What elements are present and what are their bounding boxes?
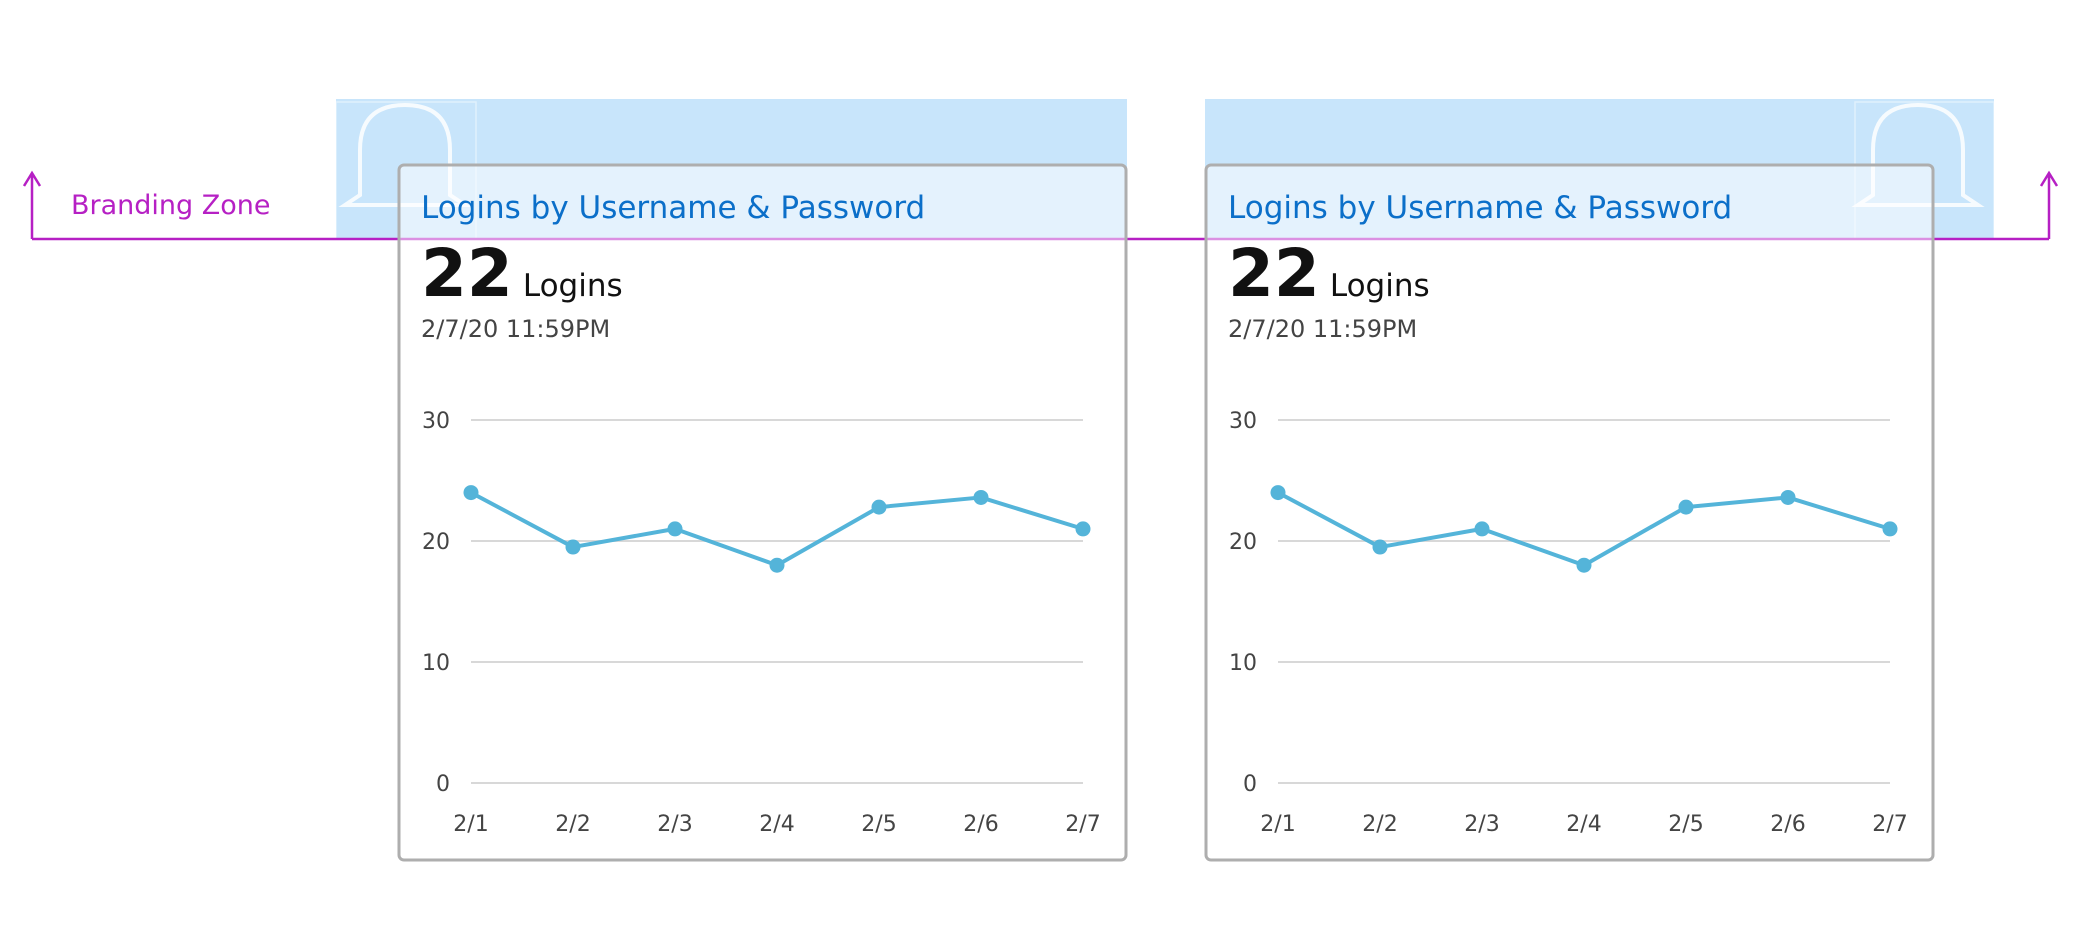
y-tick-label: 30	[1229, 409, 1257, 434]
timestamp: 2/7/20 11:59PM	[421, 315, 610, 343]
x-tick-label: 2/4	[759, 812, 794, 837]
y-tick-label: 30	[422, 409, 450, 434]
x-tick-label: 2/2	[555, 812, 590, 837]
metric-value: 22	[1228, 235, 1320, 312]
y-tick-label: 0	[436, 772, 450, 797]
data-point	[973, 489, 989, 505]
card-title: Logins by Username & Password	[1228, 190, 1732, 226]
data-point	[1270, 485, 1286, 501]
x-tick-label: 2/3	[657, 812, 692, 837]
y-tick-label: 20	[422, 530, 450, 555]
x-tick-label: 2/6	[1770, 812, 1805, 837]
metric-unit: Logins	[523, 268, 623, 304]
y-tick-label: 20	[1229, 530, 1257, 555]
data-point	[1474, 521, 1490, 537]
x-tick-label: 2/6	[963, 812, 998, 837]
x-tick-label: 2/5	[1668, 812, 1703, 837]
x-tick-label: 2/3	[1464, 812, 1499, 837]
x-tick-label: 2/1	[1260, 812, 1295, 837]
x-tick-label: 2/2	[1362, 812, 1397, 837]
x-tick-label: 2/4	[1566, 812, 1601, 837]
y-tick-label: 0	[1243, 772, 1257, 797]
card	[397, 163, 1128, 862]
data-point	[565, 539, 581, 555]
x-tick-label: 2/7	[1065, 812, 1100, 837]
data-point	[1780, 489, 1796, 505]
data-point	[463, 485, 479, 501]
data-point	[1882, 521, 1898, 537]
card-title: Logins by Username & Password	[421, 190, 925, 226]
metric: 22 Logins	[1228, 235, 1430, 312]
metric-unit: Logins	[1330, 268, 1430, 304]
data-point	[1678, 499, 1694, 515]
data-point	[871, 499, 887, 515]
x-tick-label: 2/7	[1872, 812, 1907, 837]
timestamp: 2/7/20 11:59PM	[1228, 315, 1417, 343]
metric-value: 22	[421, 235, 513, 312]
data-point	[1576, 557, 1592, 573]
x-tick-label: 2/5	[861, 812, 896, 837]
data-point	[667, 521, 683, 537]
y-tick-label: 10	[1229, 651, 1257, 676]
card	[1204, 163, 1935, 862]
branding-label: Branding Zone	[71, 190, 271, 221]
x-tick-label: 2/1	[453, 812, 488, 837]
data-point	[1075, 521, 1091, 537]
y-tick-label: 10	[422, 651, 450, 676]
metric: 22 Logins	[421, 235, 623, 312]
data-point	[769, 557, 785, 573]
data-point	[1372, 539, 1388, 555]
